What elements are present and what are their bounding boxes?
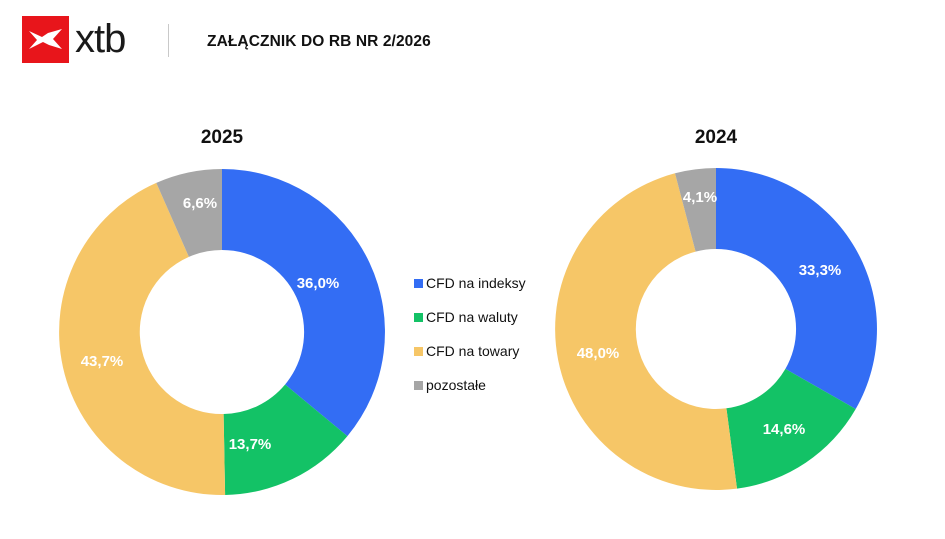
chart-legend: CFD na indeksy CFD na waluty CFD na towa… xyxy=(414,266,526,402)
slice-2024-indeksy xyxy=(716,168,877,409)
slice-2025-indeksy xyxy=(222,169,385,437)
legend-item-towary: CFD na towary xyxy=(414,334,526,368)
label-2024-indeksy: 33,3% xyxy=(799,262,842,279)
chart-title-2024: 2024 xyxy=(694,127,738,148)
legend-swatch-gray-icon xyxy=(414,380,423,390)
legend-item-pozostale: pozostałe xyxy=(414,368,526,402)
label-2024-waluty: 14,6% xyxy=(763,421,806,438)
legend-label: CFD na waluty xyxy=(426,309,518,325)
label-2024-towary: 48,0% xyxy=(577,345,620,362)
label-2025-towary: 43,7% xyxy=(81,353,124,370)
slice-2024-towary xyxy=(555,173,737,490)
legend-item-indeksy: CFD na indeksy xyxy=(414,266,526,300)
chart-title-2025: 2025 xyxy=(200,127,244,148)
donut-2024: 33,3% 14,6% 48,0% 4,1% xyxy=(555,167,877,490)
header-divider xyxy=(168,24,169,57)
legend-label: CFD na indeksy xyxy=(426,275,526,291)
donut-2025: 36,0% 13,7% 43,7% 6,6% xyxy=(59,169,385,496)
label-2024-pozostale: 4,1% xyxy=(683,189,717,206)
slice-2024-waluty xyxy=(726,368,856,489)
label-2025-pozostale: 6,6% xyxy=(183,195,217,212)
legend-swatch-green-icon xyxy=(414,312,423,322)
legend-label: pozostałe xyxy=(426,377,486,393)
legend-item-waluty: CFD na waluty xyxy=(414,300,526,334)
slice-2025-waluty xyxy=(223,384,348,495)
slice-2025-towary xyxy=(59,182,226,496)
label-2025-waluty: 13,7% xyxy=(229,436,272,453)
legend-swatch-blue-icon xyxy=(414,278,423,288)
document-title: ZAŁĄCZNIK DO RB NR 2/2026 xyxy=(207,33,431,50)
legend-swatch-yellow-icon xyxy=(414,346,423,356)
xtb-logo-icon xyxy=(22,16,69,63)
legend-label: CFD na towary xyxy=(426,343,520,359)
slice-2025-pozostale xyxy=(156,169,222,257)
logo-wordmark: xtb xyxy=(75,17,126,61)
page-header: xtb ZAŁĄCZNIK DO RB NR 2/2026 xyxy=(0,0,945,80)
label-2025-indeksy: 36,0% xyxy=(297,275,340,292)
slice-2024-pozostale xyxy=(675,167,716,252)
